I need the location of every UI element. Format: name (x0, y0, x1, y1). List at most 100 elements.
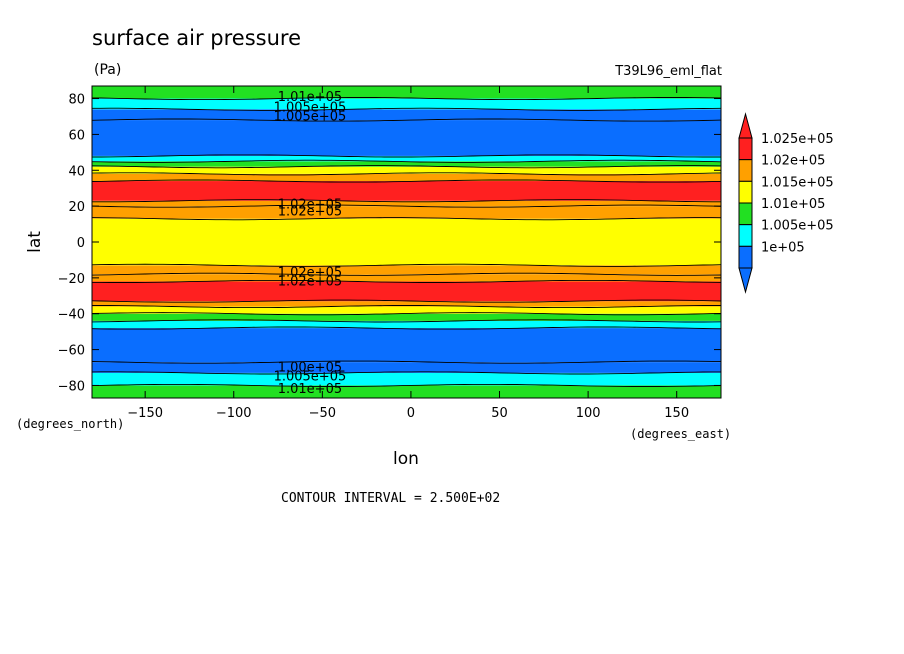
contour-line-18 (92, 154, 721, 158)
colorbar-legend: 1.025e+05 1.02e+05 1.015e+05 1.01e+05 1.005e… (738, 112, 834, 294)
pressure-band-11 (92, 218, 721, 266)
x-tick-label-5: 100 (576, 406, 601, 421)
contour-line-10 (91, 263, 722, 267)
y-tick-label-6: 40 (68, 164, 85, 179)
dataset-label: T39L96_eml_flat (614, 64, 722, 79)
pressure-band-15 (92, 173, 721, 182)
contour-label-5: 1.02e+05 (278, 265, 342, 280)
contour-label-1: 1.005e+05 (274, 101, 347, 116)
y-axis-label: lat (25, 231, 45, 253)
contour-line-11 (91, 217, 722, 221)
contour-line-19 (91, 118, 722, 122)
pressure-band-22 (92, 86, 721, 99)
colorbar-label-2: 1.015e+05 (761, 175, 834, 190)
contour-line-1 (91, 371, 721, 375)
contour-label-6: 1.02e+05 (278, 274, 342, 289)
pressure-band-13 (92, 200, 721, 207)
colorbar-min-arrow (738, 267, 753, 294)
x-tick-label-1: −100 (216, 406, 252, 421)
chart-units: (Pa) (94, 62, 121, 78)
y-tick-label-2: −40 (58, 308, 85, 323)
contour-label-4: 1.02e+05 (278, 205, 342, 220)
pressure-band-18 (92, 155, 721, 162)
y-tick-label-5: 20 (68, 200, 85, 215)
contour-labels: 1.01e+051.005e+051.005e+051.02e+051.02e+… (274, 90, 347, 397)
pressure-band-16 (92, 166, 721, 174)
x-tick-label-6: 150 (664, 406, 689, 421)
pressure-band-20 (92, 109, 721, 121)
pressure-band-1 (92, 372, 721, 386)
contour-line-8 (92, 279, 722, 283)
pressure-band-8 (92, 281, 721, 302)
colorbar-max-arrow (738, 112, 753, 139)
contour-line-17 (91, 159, 722, 163)
pressure-band-3 (92, 328, 721, 363)
pressure-band-0 (92, 385, 721, 398)
x-axis-units: (degrees_east) (630, 427, 731, 441)
contour-line-4 (91, 319, 722, 323)
y-tick-label-7: 60 (68, 128, 85, 143)
contour-label-0: 1.01e+05 (278, 90, 342, 105)
contour-lines (91, 97, 722, 387)
contour-interval-note: CONTOUR INTERVAL = 2.500E+02 (281, 491, 500, 506)
y-tick-label-8: 80 (68, 93, 85, 108)
x-tick-label-2: −50 (309, 406, 336, 421)
colorbar-swatch-5 (738, 245, 753, 269)
plot-area (92, 86, 721, 398)
x-tick-label-4: 50 (491, 406, 508, 421)
pressure-band-9 (92, 274, 721, 282)
contour-line-3 (91, 326, 722, 330)
y-tick-label-1: −60 (58, 344, 85, 359)
pressure-band-7 (92, 301, 721, 307)
contour-label-7: 1.00e+05 (278, 361, 342, 376)
contour-label-8: 1.005e+05 (274, 369, 347, 384)
colorbar-swatch-4 (738, 224, 753, 247)
y-axis: −80 −60 −40 −20 0 20 40 60 80 (58, 93, 721, 394)
x-axis: −150 −100 −50 0 50 100 150 (127, 86, 689, 421)
contour-line-15 (91, 172, 722, 176)
contour-line-0 (91, 383, 722, 387)
pressure-band-4 (92, 320, 721, 329)
colorbar-swatch-0 (738, 137, 753, 161)
pressure-band-21 (92, 98, 721, 110)
colorbar-label-4: 1.005e+05 (761, 219, 834, 234)
pressure-band-17 (92, 161, 721, 167)
y-tick-label-3: −20 (58, 272, 85, 287)
pressure-band-12 (92, 206, 721, 219)
x-axis-label: lon (393, 449, 419, 469)
contour-label-2: 1.005e+05 (274, 109, 347, 124)
colorbar-swatch-3 (738, 202, 753, 226)
chart-title: surface air pressure (92, 26, 301, 50)
colorbar-label-1: 1.02e+05 (761, 154, 825, 169)
contour-label-3: 1.02e+05 (278, 197, 342, 212)
x-tick-label-0: −150 (127, 406, 163, 421)
contour-line-16 (91, 165, 722, 169)
colorbar-swatch-2 (738, 180, 753, 204)
pressure-band-2 (92, 362, 721, 373)
pressure-band-5 (92, 313, 721, 321)
contour-line-2 (91, 360, 722, 364)
contour-line-9 (91, 272, 722, 276)
pressure-band-19 (92, 120, 721, 156)
pressure-band-14 (92, 181, 721, 201)
pressure-band-6 (92, 306, 721, 314)
pressure-band-10 (92, 265, 721, 275)
colorbar-swatch-1 (738, 159, 753, 182)
colorbar-label-3: 1.01e+05 (761, 197, 825, 212)
x-tick-label-3: 0 (407, 406, 415, 421)
contour-line-20 (92, 107, 722, 111)
contour-label-9: 1.01e+05 (278, 382, 342, 397)
contour-line-13 (92, 199, 721, 203)
contour-line-14 (91, 179, 722, 183)
y-tick-label-0: −80 (58, 379, 85, 394)
y-tick-label-4: 0 (77, 236, 85, 251)
contour-line-5 (91, 312, 722, 316)
colorbar-label-5: 1e+05 (761, 240, 805, 255)
colorbar-label-0: 1.025e+05 (761, 132, 834, 147)
contour-line-12 (91, 204, 722, 208)
contour-line-7 (91, 299, 722, 303)
contour-line-6 (92, 305, 721, 309)
y-axis-units: (degrees_north) (16, 417, 124, 431)
contour-line-21 (91, 97, 722, 101)
